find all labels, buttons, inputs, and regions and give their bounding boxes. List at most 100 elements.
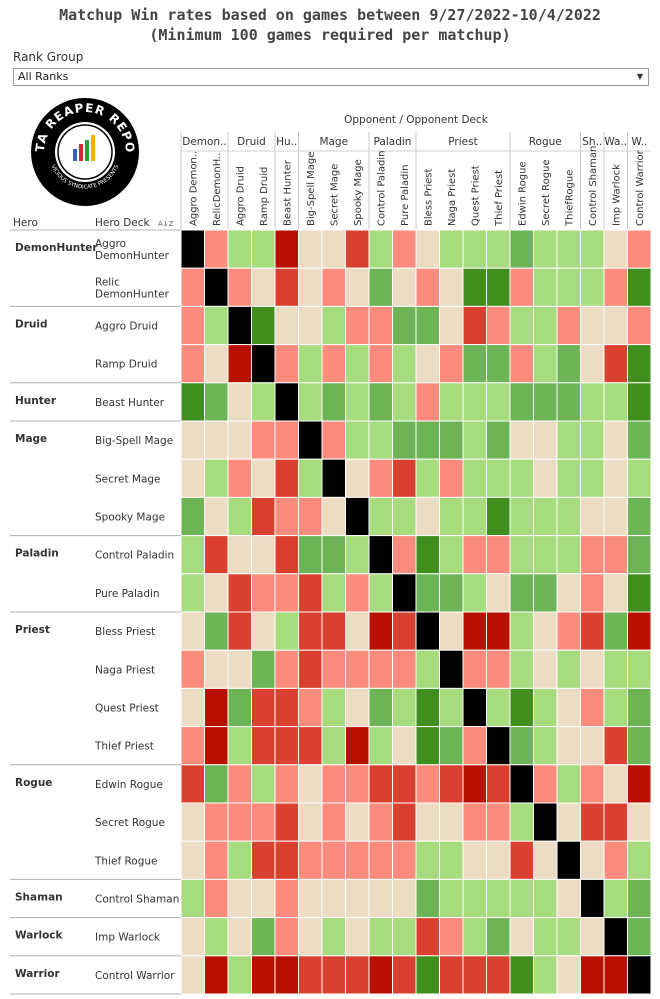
- matchup-cell[interactable]: [486, 420, 511, 460]
- matchup-cell[interactable]: [462, 840, 487, 880]
- matchup-cell[interactable]: [227, 229, 252, 269]
- matchup-cell[interactable]: [627, 496, 652, 537]
- matchup-cell[interactable]: [439, 535, 464, 575]
- matchup-cell[interactable]: [204, 955, 229, 995]
- matchup-cell[interactable]: [321, 878, 346, 919]
- matchup-cell[interactable]: [251, 420, 276, 460]
- matchup-cell[interactable]: [251, 382, 276, 422]
- matchup-cell[interactable]: [486, 878, 511, 919]
- matchup-cell[interactable]: [368, 649, 393, 689]
- matchup-cell[interactable]: [204, 917, 229, 957]
- matchup-cell[interactable]: [251, 458, 276, 498]
- matchup-cell[interactable]: [274, 229, 299, 269]
- matchup-cell[interactable]: [180, 878, 205, 919]
- matchup-cell[interactable]: [627, 726, 652, 766]
- matchup-cell[interactable]: [368, 878, 393, 919]
- matchup-cell[interactable]: [180, 726, 205, 766]
- matchup-cell[interactable]: [486, 382, 511, 422]
- matchup-cell[interactable]: [603, 917, 628, 957]
- matchup-cell[interactable]: [345, 917, 370, 957]
- matchup-cell[interactable]: [603, 802, 628, 842]
- matchup-cell[interactable]: [321, 726, 346, 766]
- matchup-cell[interactable]: [321, 305, 346, 346]
- matchup-cell[interactable]: [180, 496, 205, 537]
- matchup-cell[interactable]: [274, 687, 299, 728]
- matchup-cell[interactable]: [556, 955, 581, 995]
- matchup-cell[interactable]: [556, 267, 581, 307]
- matchup-cell[interactable]: [580, 496, 605, 537]
- matchup-cell[interactable]: [533, 726, 558, 766]
- matchup-cell[interactable]: [368, 344, 393, 384]
- matchup-cell[interactable]: [556, 878, 581, 919]
- matchup-cell[interactable]: [368, 305, 393, 346]
- sort-icon[interactable]: A↓Z: [158, 220, 174, 228]
- matchup-cell[interactable]: [627, 649, 652, 689]
- matchup-cell[interactable]: [368, 382, 393, 422]
- matchup-cell[interactable]: [627, 458, 652, 498]
- matchup-cell[interactable]: [415, 955, 440, 995]
- matchup-cell[interactable]: [298, 267, 323, 307]
- matchup-cell[interactable]: [556, 382, 581, 422]
- matchup-cell[interactable]: [368, 420, 393, 460]
- matchup-cell[interactable]: [392, 496, 417, 537]
- matchup-cell[interactable]: [415, 458, 440, 498]
- matchup-cell[interactable]: [533, 687, 558, 728]
- matchup-cell[interactable]: [345, 344, 370, 384]
- matchup-cell[interactable]: [486, 573, 511, 613]
- matchup-cell[interactable]: [603, 267, 628, 307]
- matchup-cell[interactable]: [533, 535, 558, 575]
- matchup-cell[interactable]: [533, 573, 558, 613]
- matchup-cell[interactable]: [556, 611, 581, 651]
- matchup-cell[interactable]: [486, 611, 511, 651]
- matchup-cell[interactable]: [274, 649, 299, 689]
- matchup-cell[interactable]: [462, 878, 487, 919]
- matchup-cell[interactable]: [462, 420, 487, 460]
- chevron-down-icon[interactable]: ▼: [636, 72, 643, 81]
- matchup-cell[interactable]: [603, 878, 628, 919]
- matchup-cell[interactable]: [368, 535, 393, 575]
- matchup-cell[interactable]: [415, 496, 440, 537]
- matchup-cell[interactable]: [251, 573, 276, 613]
- matchup-cell[interactable]: [204, 382, 229, 422]
- matchup-cell[interactable]: [180, 229, 205, 269]
- matchup-cell[interactable]: [415, 878, 440, 919]
- matchup-cell[interactable]: [603, 840, 628, 880]
- matchup-cell[interactable]: [251, 649, 276, 689]
- matchup-cell[interactable]: [368, 955, 393, 995]
- matchup-cell[interactable]: [603, 496, 628, 537]
- matchup-cell[interactable]: [298, 840, 323, 880]
- matchup-cell[interactable]: [486, 726, 511, 766]
- matchup-cell[interactable]: [345, 802, 370, 842]
- matchup-cell[interactable]: [462, 917, 487, 957]
- matchup-cell[interactable]: [439, 802, 464, 842]
- matchup-cell[interactable]: [251, 687, 276, 728]
- matchup-cell[interactable]: [204, 496, 229, 537]
- matchup-cell[interactable]: [509, 764, 534, 804]
- matchup-cell[interactable]: [298, 802, 323, 842]
- matchup-cell[interactable]: [345, 229, 370, 269]
- matchup-cell[interactable]: [627, 535, 652, 575]
- matchup-cell[interactable]: [251, 955, 276, 995]
- matchup-cell[interactable]: [392, 573, 417, 613]
- matchup-cell[interactable]: [298, 344, 323, 384]
- rank-group-dropdown[interactable]: All Ranks ▼: [13, 68, 649, 86]
- matchup-cell[interactable]: [321, 573, 346, 613]
- matchup-cell[interactable]: [368, 726, 393, 766]
- matchup-cell[interactable]: [251, 611, 276, 651]
- matchup-cell[interactable]: [533, 496, 558, 537]
- matchup-cell[interactable]: [556, 917, 581, 957]
- matchup-cell[interactable]: [486, 802, 511, 842]
- matchup-cell[interactable]: [509, 535, 534, 575]
- matchup-cell[interactable]: [533, 420, 558, 460]
- matchup-cell[interactable]: [603, 229, 628, 269]
- matchup-cell[interactable]: [533, 649, 558, 689]
- matchup-cell[interactable]: [462, 344, 487, 384]
- matchup-cell[interactable]: [556, 458, 581, 498]
- matchup-cell[interactable]: [392, 687, 417, 728]
- matchup-cell[interactable]: [251, 535, 276, 575]
- matchup-cell[interactable]: [533, 878, 558, 919]
- matchup-cell[interactable]: [486, 955, 511, 995]
- matchup-cell[interactable]: [204, 611, 229, 651]
- matchup-cell[interactable]: [345, 420, 370, 460]
- matchup-cell[interactable]: [204, 573, 229, 613]
